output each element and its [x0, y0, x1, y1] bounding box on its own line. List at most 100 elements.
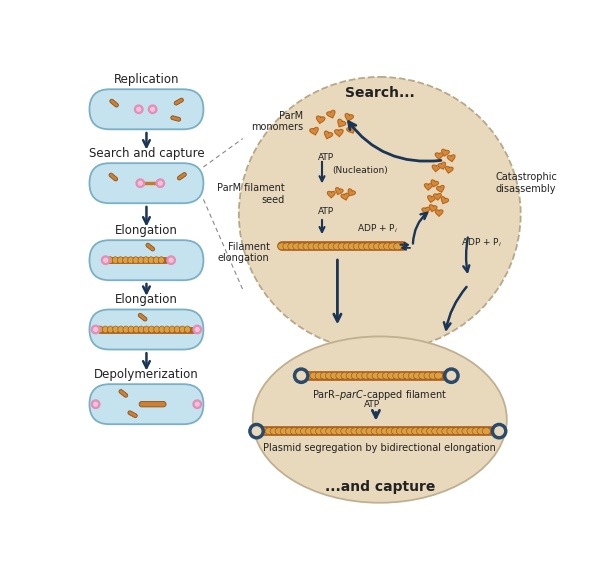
- Ellipse shape: [310, 372, 318, 379]
- Ellipse shape: [330, 372, 339, 379]
- Ellipse shape: [336, 428, 344, 434]
- Ellipse shape: [366, 428, 375, 434]
- Ellipse shape: [138, 257, 144, 264]
- Circle shape: [249, 424, 264, 439]
- Circle shape: [136, 179, 145, 188]
- Circle shape: [148, 105, 157, 114]
- Ellipse shape: [477, 428, 486, 434]
- Ellipse shape: [103, 326, 109, 333]
- Ellipse shape: [305, 372, 313, 379]
- Ellipse shape: [391, 428, 400, 434]
- Ellipse shape: [293, 243, 301, 250]
- Ellipse shape: [333, 243, 342, 250]
- Circle shape: [94, 328, 97, 331]
- Circle shape: [156, 179, 164, 188]
- Ellipse shape: [472, 428, 480, 434]
- Ellipse shape: [331, 428, 339, 434]
- Ellipse shape: [382, 372, 391, 379]
- Polygon shape: [338, 119, 346, 127]
- Text: ATP: ATP: [318, 153, 334, 162]
- Ellipse shape: [265, 428, 273, 434]
- Text: ParR–$parC$-capped filament: ParR–$parC$-capped filament: [312, 388, 447, 402]
- Ellipse shape: [358, 243, 367, 250]
- Ellipse shape: [346, 372, 355, 379]
- Polygon shape: [425, 183, 432, 190]
- Ellipse shape: [406, 428, 415, 434]
- FancyBboxPatch shape: [177, 173, 186, 180]
- Circle shape: [91, 400, 100, 409]
- Ellipse shape: [149, 326, 155, 333]
- Ellipse shape: [158, 257, 164, 264]
- Ellipse shape: [154, 326, 160, 333]
- Ellipse shape: [403, 372, 412, 379]
- Ellipse shape: [467, 428, 476, 434]
- Ellipse shape: [384, 243, 392, 250]
- Ellipse shape: [285, 428, 294, 434]
- Ellipse shape: [283, 243, 291, 250]
- Polygon shape: [310, 128, 318, 135]
- Text: Elongation: Elongation: [115, 224, 178, 237]
- FancyBboxPatch shape: [146, 243, 155, 251]
- Ellipse shape: [320, 372, 329, 379]
- Circle shape: [297, 372, 305, 380]
- Text: ADP + P$_i$: ADP + P$_i$: [461, 236, 502, 249]
- Circle shape: [193, 400, 202, 409]
- Ellipse shape: [371, 428, 380, 434]
- Ellipse shape: [364, 243, 372, 250]
- Circle shape: [137, 107, 141, 111]
- Circle shape: [94, 402, 97, 406]
- Text: ...and capture: ...and capture: [324, 479, 435, 493]
- Ellipse shape: [482, 428, 490, 434]
- Text: Depolymerization: Depolymerization: [94, 368, 199, 381]
- FancyBboxPatch shape: [90, 89, 203, 129]
- Ellipse shape: [127, 257, 133, 264]
- Ellipse shape: [434, 372, 443, 379]
- Polygon shape: [431, 180, 439, 187]
- Ellipse shape: [169, 326, 175, 333]
- Ellipse shape: [184, 326, 190, 333]
- Polygon shape: [433, 193, 441, 200]
- Ellipse shape: [326, 428, 334, 434]
- Ellipse shape: [153, 257, 159, 264]
- Polygon shape: [436, 186, 444, 192]
- Ellipse shape: [432, 428, 440, 434]
- Ellipse shape: [305, 428, 314, 434]
- Ellipse shape: [447, 428, 455, 434]
- Ellipse shape: [321, 428, 329, 434]
- Ellipse shape: [356, 428, 365, 434]
- Polygon shape: [334, 129, 343, 137]
- Ellipse shape: [457, 428, 466, 434]
- Ellipse shape: [381, 428, 390, 434]
- FancyBboxPatch shape: [139, 402, 166, 407]
- Ellipse shape: [311, 428, 319, 434]
- Ellipse shape: [303, 243, 311, 250]
- Ellipse shape: [436, 428, 445, 434]
- Ellipse shape: [117, 257, 123, 264]
- Ellipse shape: [308, 243, 317, 250]
- Ellipse shape: [253, 336, 507, 503]
- Ellipse shape: [107, 257, 113, 264]
- Circle shape: [91, 325, 100, 334]
- Ellipse shape: [107, 326, 113, 333]
- Ellipse shape: [133, 326, 139, 333]
- Polygon shape: [348, 189, 355, 196]
- Circle shape: [138, 181, 142, 185]
- Circle shape: [169, 258, 173, 262]
- Text: ATP: ATP: [318, 207, 334, 216]
- Polygon shape: [336, 188, 343, 194]
- Ellipse shape: [315, 428, 324, 434]
- Circle shape: [294, 368, 309, 383]
- Ellipse shape: [323, 243, 331, 250]
- Text: Search...: Search...: [345, 86, 415, 100]
- Polygon shape: [438, 162, 445, 169]
- Ellipse shape: [416, 428, 425, 434]
- FancyBboxPatch shape: [119, 389, 128, 398]
- Ellipse shape: [361, 428, 369, 434]
- Circle shape: [158, 181, 162, 185]
- Ellipse shape: [123, 257, 129, 264]
- Ellipse shape: [328, 243, 337, 250]
- Ellipse shape: [394, 243, 402, 250]
- Ellipse shape: [338, 243, 347, 250]
- Ellipse shape: [413, 372, 422, 379]
- FancyBboxPatch shape: [109, 173, 118, 181]
